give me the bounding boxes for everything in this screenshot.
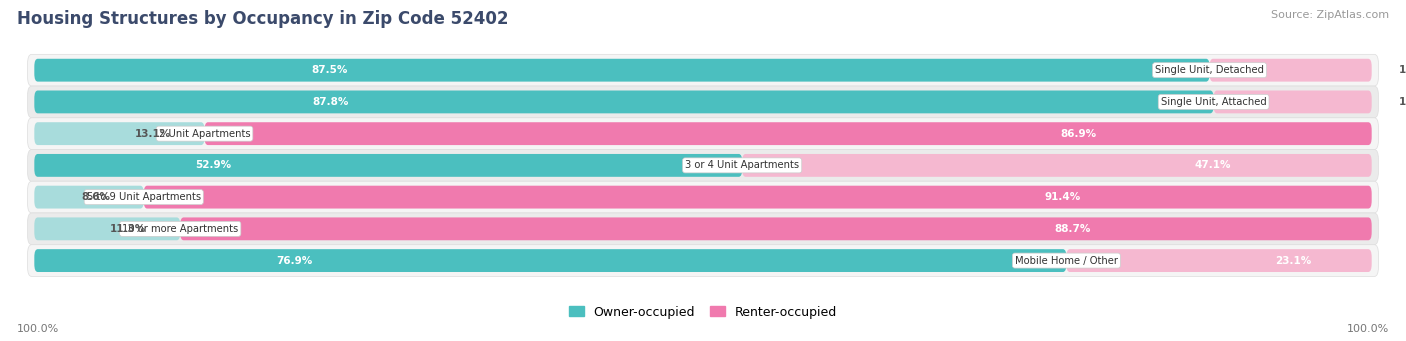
Text: 10 or more Apartments: 10 or more Apartments (122, 224, 239, 234)
Text: Source: ZipAtlas.com: Source: ZipAtlas.com (1271, 10, 1389, 20)
FancyBboxPatch shape (28, 54, 1378, 86)
Legend: Owner-occupied, Renter-occupied: Owner-occupied, Renter-occupied (564, 301, 842, 324)
Text: 12.5%: 12.5% (1399, 65, 1406, 75)
Text: 76.9%: 76.9% (276, 256, 312, 266)
FancyBboxPatch shape (34, 154, 742, 177)
FancyBboxPatch shape (742, 154, 1372, 177)
FancyBboxPatch shape (204, 122, 1372, 145)
FancyBboxPatch shape (1209, 59, 1372, 81)
FancyBboxPatch shape (28, 213, 1378, 245)
FancyBboxPatch shape (28, 118, 1378, 149)
Text: Housing Structures by Occupancy in Zip Code 52402: Housing Structures by Occupancy in Zip C… (17, 10, 509, 28)
FancyBboxPatch shape (34, 186, 143, 209)
Text: 3 or 4 Unit Apartments: 3 or 4 Unit Apartments (685, 160, 799, 170)
FancyBboxPatch shape (143, 186, 1372, 209)
FancyBboxPatch shape (28, 245, 1378, 277)
Text: 87.8%: 87.8% (312, 97, 349, 107)
FancyBboxPatch shape (28, 149, 1378, 181)
Text: 2 Unit Apartments: 2 Unit Apartments (159, 129, 250, 139)
Text: 5 to 9 Unit Apartments: 5 to 9 Unit Apartments (87, 192, 201, 202)
Text: 100.0%: 100.0% (1347, 324, 1389, 334)
FancyBboxPatch shape (34, 249, 1066, 272)
Text: Mobile Home / Other: Mobile Home / Other (1015, 256, 1118, 266)
FancyBboxPatch shape (34, 59, 1209, 81)
FancyBboxPatch shape (180, 218, 1372, 240)
Text: 12.2%: 12.2% (1399, 97, 1406, 107)
Text: Single Unit, Detached: Single Unit, Detached (1156, 65, 1264, 75)
FancyBboxPatch shape (28, 86, 1378, 118)
Text: 52.9%: 52.9% (195, 160, 231, 170)
Text: 23.1%: 23.1% (1275, 256, 1312, 266)
Text: 100.0%: 100.0% (17, 324, 59, 334)
Text: 13.1%: 13.1% (135, 129, 170, 139)
Text: 88.7%: 88.7% (1054, 224, 1090, 234)
FancyBboxPatch shape (34, 218, 180, 240)
Text: 8.6%: 8.6% (82, 192, 110, 202)
Text: 47.1%: 47.1% (1194, 160, 1230, 170)
Text: 91.4%: 91.4% (1045, 192, 1081, 202)
Text: 11.3%: 11.3% (110, 224, 146, 234)
FancyBboxPatch shape (1213, 90, 1372, 113)
Text: 86.9%: 86.9% (1060, 129, 1097, 139)
FancyBboxPatch shape (34, 90, 1213, 113)
FancyBboxPatch shape (1066, 249, 1372, 272)
Text: Single Unit, Attached: Single Unit, Attached (1161, 97, 1267, 107)
FancyBboxPatch shape (34, 122, 204, 145)
Text: 87.5%: 87.5% (312, 65, 349, 75)
FancyBboxPatch shape (28, 181, 1378, 213)
